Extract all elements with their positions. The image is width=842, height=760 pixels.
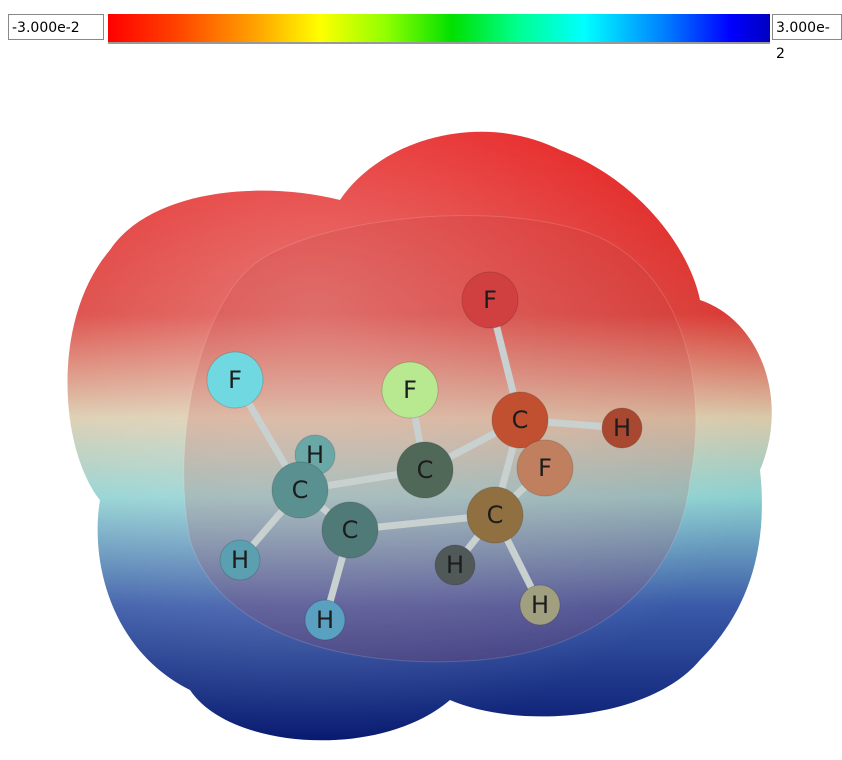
atom-label: F (403, 376, 417, 404)
atom-label: F (228, 366, 242, 394)
molecule-view: FFFCHHCCFCCHHHH (0, 0, 842, 760)
atom-label: H (613, 414, 631, 442)
atom-label: C (342, 516, 359, 544)
atom-label: H (446, 551, 464, 579)
atom-label: C (512, 406, 529, 434)
page: -3.000e-2 3.000e-2 FFFCHHCCFCCHHHH (() =… (0, 0, 842, 760)
atom-label: H (531, 591, 549, 619)
atom-label: C (417, 456, 434, 484)
atom-label: H (231, 546, 249, 574)
atom-label: C (487, 501, 504, 529)
atom-label: H (316, 606, 334, 634)
atom-label: C (292, 476, 309, 504)
atom-label: F (538, 454, 552, 482)
atom-label: F (483, 286, 497, 314)
